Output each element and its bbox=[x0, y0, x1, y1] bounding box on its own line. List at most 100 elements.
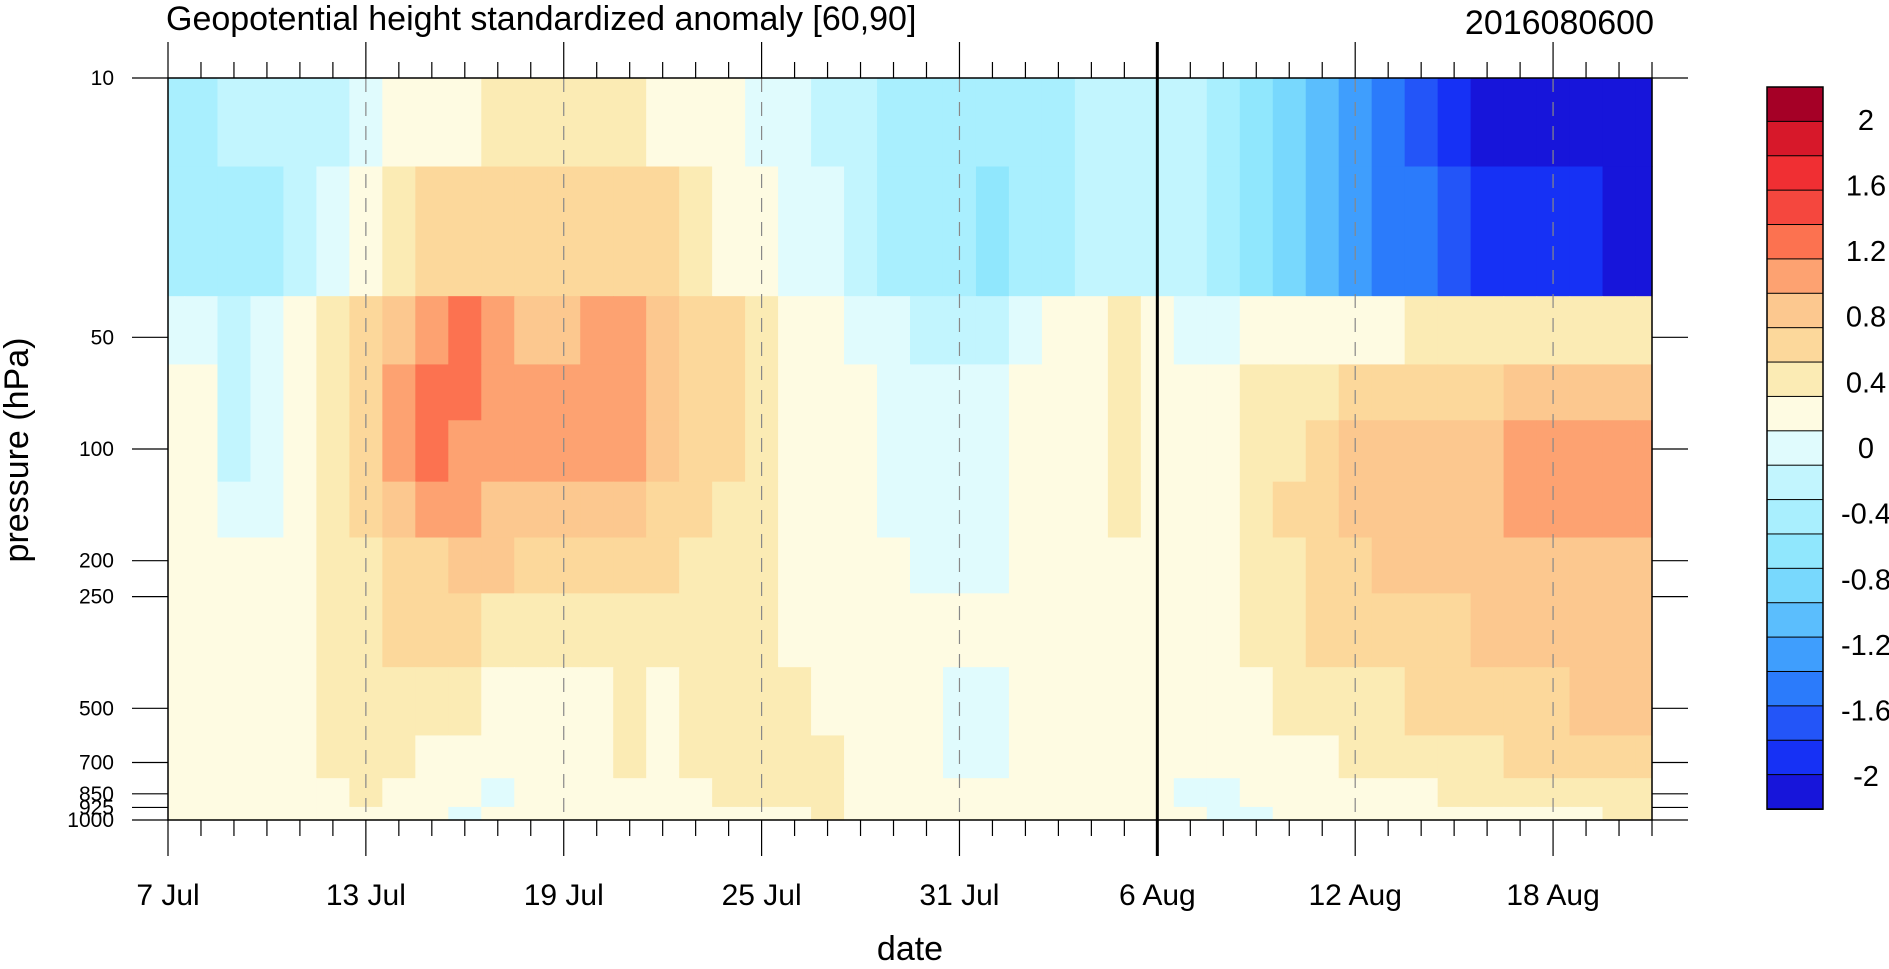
anomaly-cell bbox=[975, 481, 1010, 539]
anomaly-cell bbox=[1305, 735, 1340, 779]
anomaly-cell bbox=[811, 778, 845, 808]
anomaly-cell bbox=[250, 78, 285, 168]
anomaly-cell bbox=[283, 537, 317, 594]
anomaly-cell bbox=[316, 537, 350, 594]
anomaly-cell bbox=[877, 735, 911, 779]
anomaly-cell bbox=[481, 778, 515, 808]
anomaly-cell bbox=[679, 78, 713, 168]
anomaly-cell bbox=[1074, 778, 1109, 808]
anomaly-cell bbox=[250, 537, 285, 594]
anomaly-cell bbox=[547, 806, 581, 821]
anomaly-cell bbox=[217, 166, 252, 297]
anomaly-cell bbox=[1206, 296, 1241, 366]
anomaly-cell bbox=[1371, 806, 1406, 821]
anomaly-cell bbox=[910, 296, 944, 366]
anomaly-cell bbox=[1206, 420, 1241, 483]
anomaly-cells bbox=[168, 78, 1653, 821]
anomaly-cell bbox=[1536, 806, 1571, 821]
anomaly-cell bbox=[975, 420, 1010, 483]
anomaly-cell bbox=[1437, 593, 1472, 668]
anomaly-cell bbox=[1239, 778, 1274, 808]
anomaly-cell bbox=[1239, 537, 1274, 594]
anomaly-cell bbox=[1008, 166, 1043, 297]
x-tick-label: 12 Aug bbox=[1308, 879, 1401, 912]
anomaly-cell bbox=[1635, 296, 1653, 366]
anomaly-cell bbox=[1437, 537, 1472, 594]
anomaly-cell bbox=[448, 667, 482, 737]
anomaly-cell bbox=[415, 481, 449, 539]
anomaly-cell bbox=[679, 296, 713, 366]
anomaly-cell bbox=[1470, 481, 1505, 539]
anomaly-cell bbox=[1041, 420, 1076, 483]
anomaly-cell bbox=[1305, 806, 1340, 821]
anomaly-cell bbox=[1074, 166, 1109, 297]
anomaly-cell bbox=[1305, 364, 1340, 421]
anomaly-cell bbox=[184, 364, 219, 421]
anomaly-cell bbox=[1635, 78, 1653, 168]
anomaly-cell bbox=[168, 420, 186, 483]
anomaly-cell bbox=[1437, 481, 1472, 539]
anomaly-cell bbox=[316, 593, 350, 668]
colorbar-swatch bbox=[1766, 464, 1824, 501]
anomaly-cell bbox=[250, 166, 285, 297]
anomaly-cell bbox=[448, 481, 482, 539]
anomaly-cell bbox=[1635, 420, 1653, 483]
anomaly-cell bbox=[613, 778, 647, 808]
anomaly-cell bbox=[514, 364, 548, 421]
anomaly-cell bbox=[1041, 806, 1076, 821]
anomaly-cell bbox=[283, 667, 317, 737]
anomaly-cell bbox=[646, 166, 680, 297]
anomaly-cell bbox=[1371, 735, 1406, 779]
anomaly-cell bbox=[514, 806, 548, 821]
anomaly-cell bbox=[168, 593, 186, 668]
anomaly-cell bbox=[1569, 537, 1604, 594]
anomaly-cell bbox=[844, 735, 878, 779]
anomaly-cell bbox=[1107, 296, 1142, 366]
anomaly-cell bbox=[844, 420, 878, 483]
x-tick-label: 31 Jul bbox=[919, 879, 999, 912]
anomaly-cell bbox=[811, 537, 845, 594]
colorbar-swatch bbox=[1766, 636, 1824, 673]
anomaly-cell bbox=[184, 296, 219, 366]
anomaly-cell bbox=[514, 166, 548, 297]
anomaly-cell bbox=[415, 735, 449, 779]
anomaly-cell bbox=[811, 364, 845, 421]
anomaly-cell bbox=[975, 735, 1010, 779]
anomaly-cell bbox=[514, 537, 548, 594]
anomaly-cell bbox=[1503, 537, 1538, 594]
anomaly-cell bbox=[283, 806, 317, 821]
plot-area: 7 Jul 13 Jul 19 Jul 25 Jul 31 Jul 6 Aug 12 Aug… bbox=[67, 42, 1688, 912]
anomaly-cell bbox=[1074, 735, 1109, 779]
anomaly-cell bbox=[613, 166, 647, 297]
anomaly-cell bbox=[1404, 296, 1439, 366]
anomaly-cell bbox=[1206, 166, 1241, 297]
anomaly-cell bbox=[1569, 296, 1604, 366]
anomaly-cell bbox=[613, 481, 647, 539]
anomaly-cell bbox=[877, 778, 911, 808]
anomaly-cell bbox=[877, 420, 911, 483]
anomaly-cell bbox=[1503, 166, 1538, 297]
anomaly-cell bbox=[1173, 166, 1208, 297]
anomaly-cell bbox=[481, 481, 515, 539]
anomaly-cell bbox=[811, 806, 845, 821]
colorbar-swatch bbox=[1766, 670, 1824, 707]
anomaly-cell bbox=[778, 166, 812, 297]
anomaly-cell bbox=[184, 166, 219, 297]
anomaly-cell bbox=[1074, 806, 1109, 821]
anomaly-cell bbox=[811, 420, 845, 483]
anomaly-cell bbox=[250, 481, 285, 539]
anomaly-cell bbox=[217, 420, 252, 483]
anomaly-cell bbox=[1404, 78, 1439, 168]
y-tick-label: 700 bbox=[79, 752, 114, 775]
anomaly-cell bbox=[580, 593, 614, 668]
anomaly-cell bbox=[1569, 778, 1604, 808]
anomaly-cell bbox=[1305, 166, 1340, 297]
anomaly-cell bbox=[580, 78, 614, 168]
anomaly-cell bbox=[1107, 667, 1142, 737]
anomaly-cell bbox=[250, 735, 285, 779]
colorbar-swatch bbox=[1766, 602, 1824, 639]
anomaly-cell bbox=[1041, 735, 1076, 779]
anomaly-cell bbox=[1239, 420, 1274, 483]
anomaly-cell bbox=[811, 78, 845, 168]
colorbar-swatch bbox=[1766, 155, 1824, 192]
